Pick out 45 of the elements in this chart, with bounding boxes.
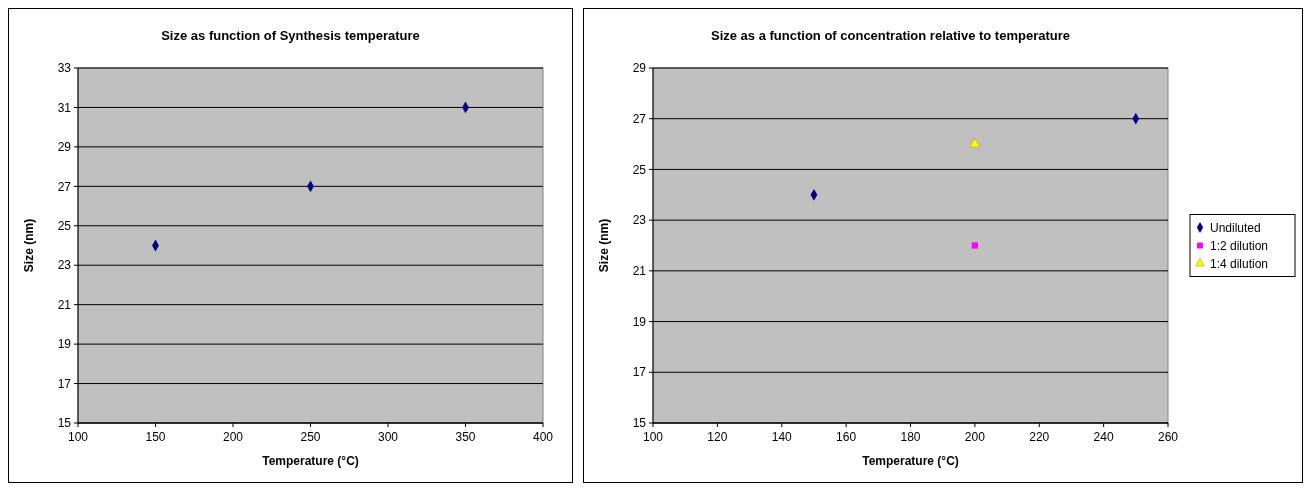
x-tick-label: 350 xyxy=(455,430,476,444)
x-tick-label: 150 xyxy=(145,430,166,444)
y-tick-label: 21 xyxy=(632,264,647,279)
y-tick-label: 23 xyxy=(632,213,647,228)
x-axis-title: Temperature (°C) xyxy=(862,454,959,468)
x-tick-label: 260 xyxy=(1157,430,1179,444)
y-tick-label: 25 xyxy=(632,162,647,177)
legend-label: 1:4 dilution xyxy=(1210,256,1269,271)
y-tick-label: 19 xyxy=(57,337,72,352)
y-tick-label: 21 xyxy=(57,297,72,312)
x-axis-title: Temperature (°C) xyxy=(262,454,359,468)
chart-title: Size as function of Synthesis temperature xyxy=(161,28,420,43)
legend-label: 1:2 dilution xyxy=(1210,238,1269,253)
y-tick-label: 25 xyxy=(57,218,72,233)
x-tick-label: 400 xyxy=(532,430,554,444)
x-tick-label: 200 xyxy=(222,430,244,444)
y-tick-label: 27 xyxy=(57,179,72,194)
y-tick-label: 17 xyxy=(632,365,647,380)
chart-title: Size as a function of concentration relative to temperature xyxy=(710,28,1071,43)
x-tick-label: 220 xyxy=(1029,430,1050,444)
y-tick-label: 15 xyxy=(632,416,647,431)
x-tick-label: 100 xyxy=(67,430,89,444)
y-tick-label: 29 xyxy=(632,61,647,76)
x-tick-label: 160 xyxy=(836,430,857,444)
x-tick-label: 300 xyxy=(377,430,399,444)
y-tick-label: 23 xyxy=(57,258,72,273)
y-tick-label: 15 xyxy=(57,416,72,431)
x-tick-label: 240 xyxy=(1093,430,1114,444)
x-tick-label: 100 xyxy=(642,430,664,444)
point xyxy=(971,242,979,249)
y-axis-title: Size (nm) xyxy=(22,218,36,273)
y-tick-label: 29 xyxy=(57,140,72,155)
y-axis-title: Size (nm) xyxy=(597,218,611,273)
y-tick-label: 33 xyxy=(57,61,72,76)
x-tick-label: 180 xyxy=(900,430,921,444)
y-tick-label: 19 xyxy=(632,314,647,329)
x-tick-label: 250 xyxy=(300,430,321,444)
y-tick-label: 31 xyxy=(57,100,72,115)
x-tick-label: 200 xyxy=(964,430,986,444)
y-tick-label: 17 xyxy=(57,376,72,391)
x-tick-label: 120 xyxy=(707,430,728,444)
x-tick-label: 140 xyxy=(771,430,793,444)
y-tick-label: 27 xyxy=(632,111,647,126)
point xyxy=(969,137,981,148)
legend-label: Undiluted xyxy=(1210,220,1261,235)
